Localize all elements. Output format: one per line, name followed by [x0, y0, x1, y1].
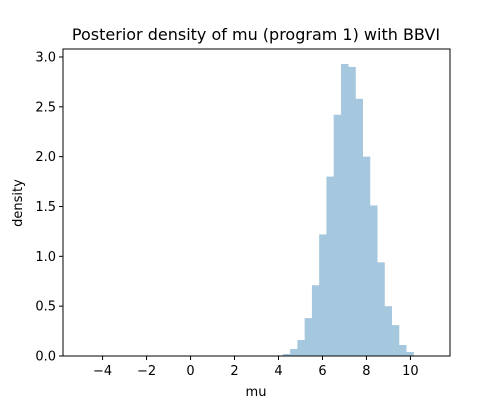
histogram-bar — [282, 354, 291, 356]
x-tick-label: 2 — [230, 364, 238, 379]
histogram-bar — [362, 156, 371, 356]
x-tick-label: 4 — [274, 364, 282, 379]
histogram-bar — [340, 63, 349, 357]
x-tick-label: 10 — [402, 364, 419, 379]
y-tick-label: 1.0 — [35, 250, 56, 265]
x-tick-label: 0 — [186, 364, 194, 379]
histogram-bar — [398, 345, 407, 356]
histogram-bar — [297, 340, 305, 356]
histogram-bar — [290, 349, 298, 356]
y-tick-label: 0.0 — [35, 350, 56, 365]
y-tick-label: 0.5 — [35, 300, 56, 315]
histogram-bar — [384, 306, 393, 356]
chart-title: Posterior density of mu (program 1) with… — [72, 25, 440, 44]
histogram-bar — [319, 234, 327, 356]
histogram-bar — [348, 66, 356, 356]
y-tick-label: 2.5 — [35, 100, 56, 115]
x-tick-label: 6 — [318, 364, 326, 379]
histogram-bar — [326, 176, 334, 356]
y-tick-label: 1.5 — [35, 200, 56, 215]
y-axis-label: density — [11, 179, 26, 227]
histogram-bar — [377, 262, 385, 356]
x-tick-label: −2 — [137, 364, 156, 379]
histogram-bar — [311, 285, 320, 356]
x-axis-label: mu — [246, 385, 267, 400]
x-axis: −4 −2 0 2 4 6 8 10 — [93, 356, 419, 379]
x-tick-label: −4 — [93, 364, 112, 379]
histogram-bar — [391, 325, 400, 356]
y-axis: 0.0 0.5 1.0 1.5 2.0 2.5 3.0 — [35, 50, 63, 365]
y-tick-label: 2.0 — [35, 150, 56, 165]
histogram-bar — [369, 205, 378, 356]
histogram-bar — [304, 318, 313, 356]
x-tick-label: 8 — [362, 364, 370, 379]
histogram-bar — [406, 352, 414, 356]
plot-frame — [62, 48, 451, 357]
bars-group — [80, 63, 414, 357]
y-tick-label: 3.0 — [35, 50, 56, 65]
histogram-bar — [355, 98, 364, 357]
histogram-bar — [333, 114, 342, 357]
